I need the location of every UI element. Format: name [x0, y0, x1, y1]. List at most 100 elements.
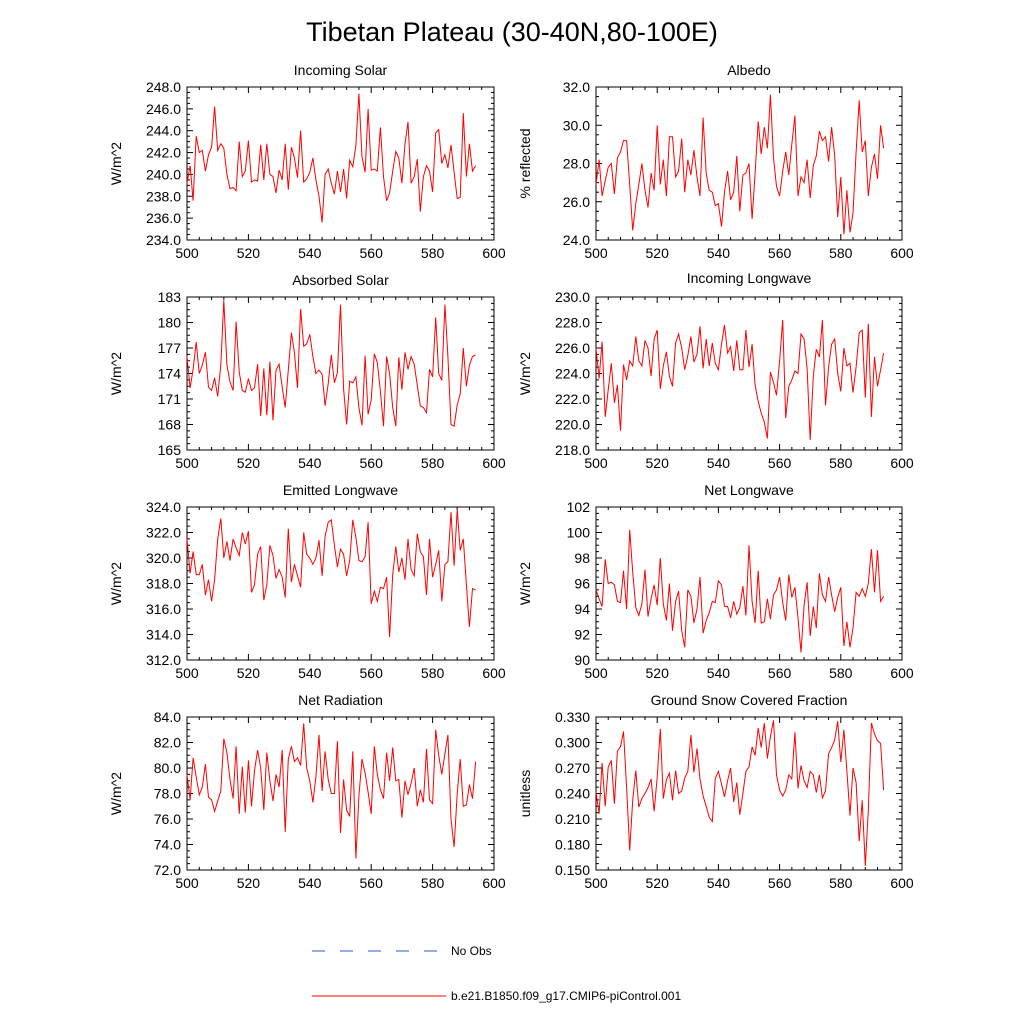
panel-5: Emitted Longwave 500 520 540 560 580 600 312.0 3… [108, 482, 506, 681]
x-tick-label: 560 [360, 665, 384, 681]
y-tick-label: 183 [158, 289, 182, 305]
x-tick-label: 560 [360, 245, 384, 261]
y-tick-label: 78.0 [154, 786, 181, 802]
y-tick-label: 246.0 [146, 101, 181, 117]
x-tick-label: 560 [768, 665, 792, 681]
y-tick-label: 80.0 [154, 760, 181, 776]
y-tick-label: 242.0 [146, 145, 181, 161]
x-tick-label: 560 [768, 455, 792, 471]
y-tick-label: 314.0 [146, 627, 181, 643]
y-tick-label: 82.0 [154, 735, 181, 751]
x-tick-label: 560 [360, 875, 384, 891]
x-tick-label: 560 [360, 455, 384, 471]
x-tick-label: 600 [890, 455, 914, 471]
y-tick-label: 96 [574, 576, 590, 592]
y-tick-label: 76.0 [154, 811, 181, 827]
y-tick-label: 0.150 [555, 862, 590, 878]
y-tick-label: 90 [574, 652, 590, 668]
panel-title: Ground Snow Covered Fraction [651, 692, 848, 708]
panel-title: Albedo [727, 62, 771, 78]
y-tick-label: 236.0 [146, 210, 181, 226]
panel-title: Incoming Longwave [687, 270, 812, 286]
y-tick-label: 324.0 [146, 499, 181, 515]
x-tick-label: 600 [890, 875, 914, 891]
y-axis-label: W/m^2 [108, 352, 124, 395]
x-tick-label: 580 [829, 875, 853, 891]
x-tick-label: 560 [768, 875, 792, 891]
y-tick-label: 238.0 [146, 188, 181, 204]
y-tick-label: 0.240 [555, 786, 590, 802]
series-line [186, 723, 477, 859]
plot-frame [595, 506, 903, 661]
panel-title: Absorbed Solar [292, 272, 389, 288]
panel-1: Incoming Solar 500 520 540 560 580 600 234.0 236… [108, 62, 506, 261]
y-tick-label: 0.300 [555, 735, 590, 751]
y-tick-label: 226.0 [555, 340, 590, 356]
y-tick-label: 228.0 [555, 315, 590, 331]
y-axis-label: W/m^2 [108, 772, 124, 815]
panel-7: Net Radiation 500 520 540 560 580 600 72.0 74.0 7… [108, 692, 506, 891]
y-tick-label: 320.0 [146, 550, 181, 566]
y-tick-label: 230.0 [555, 289, 590, 305]
legend-model-label: b.e21.B1850.f09_g17.CMIP6-piControl.001 [451, 989, 681, 1003]
x-tick-label: 520 [646, 455, 670, 471]
x-tick-label: 600 [482, 245, 506, 261]
y-tick-label: 72.0 [154, 862, 181, 878]
panel-title: Net Longwave [704, 482, 794, 498]
x-tick-label: 580 [421, 455, 445, 471]
y-tick-label: 92 [574, 627, 590, 643]
plot-frame [186, 86, 495, 241]
y-tick-label: 318.0 [146, 576, 181, 592]
y-tick-label: 244.0 [146, 123, 181, 139]
y-tick-label: 32.0 [563, 79, 590, 95]
x-tick-label: 540 [298, 875, 322, 891]
y-tick-label: 165 [158, 442, 182, 458]
x-tick-label: 580 [829, 665, 853, 681]
x-tick-label: 500 [584, 245, 608, 261]
x-tick-label: 500 [175, 245, 199, 261]
y-tick-label: 0.330 [555, 709, 590, 725]
x-tick-label: 540 [707, 665, 731, 681]
plot-frame [186, 296, 495, 451]
plot-frame [186, 506, 495, 661]
x-tick-label: 600 [482, 455, 506, 471]
panel-6: Net Longwave 500 520 540 560 580 600 90 92 94 96 98… [517, 482, 914, 681]
x-tick-label: 520 [237, 455, 261, 471]
x-tick-label: 600 [482, 875, 506, 891]
x-tick-label: 500 [175, 875, 199, 891]
y-axis-label: W/m^2 [517, 352, 533, 395]
plot-frame [595, 716, 903, 871]
y-tick-label: 177 [158, 340, 182, 356]
series-line [186, 300, 476, 427]
y-tick-label: 28.0 [563, 156, 590, 172]
y-tick-label: 218.0 [555, 442, 590, 458]
panel-3: Absorbed Solar 500 520 540 560 580 600 165 168 17… [108, 272, 506, 471]
x-tick-label: 540 [707, 875, 731, 891]
x-tick-label: 560 [768, 245, 792, 261]
x-tick-label: 580 [829, 455, 853, 471]
x-tick-label: 540 [298, 455, 322, 471]
y-tick-label: 26.0 [563, 194, 590, 210]
y-tick-label: 322.0 [146, 525, 181, 541]
x-tick-label: 540 [707, 245, 731, 261]
panel-8: Ground Snow Covered Fraction 500 520 540 560… [517, 692, 914, 891]
x-tick-label: 500 [175, 455, 199, 471]
y-tick-label: 0.180 [555, 837, 590, 853]
x-tick-label: 520 [646, 875, 670, 891]
panel-title: Emitted Longwave [283, 482, 398, 498]
y-tick-label: 316.0 [146, 601, 181, 617]
x-tick-label: 580 [421, 665, 445, 681]
y-tick-label: 222.0 [555, 391, 590, 407]
y-axis-label: unitless [517, 770, 533, 817]
x-tick-label: 540 [298, 665, 322, 681]
y-tick-label: 234.0 [146, 232, 181, 248]
legend: No Obs b.e21.B1850.f09_g17.CMIP6-piContr… [312, 944, 681, 1003]
x-tick-label: 500 [175, 665, 199, 681]
y-tick-label: 168 [158, 417, 182, 433]
y-tick-label: 174 [158, 366, 182, 382]
x-tick-label: 600 [890, 665, 914, 681]
legend-obs-label: No Obs [451, 944, 492, 958]
x-tick-label: 540 [298, 245, 322, 261]
series-line [595, 94, 885, 235]
